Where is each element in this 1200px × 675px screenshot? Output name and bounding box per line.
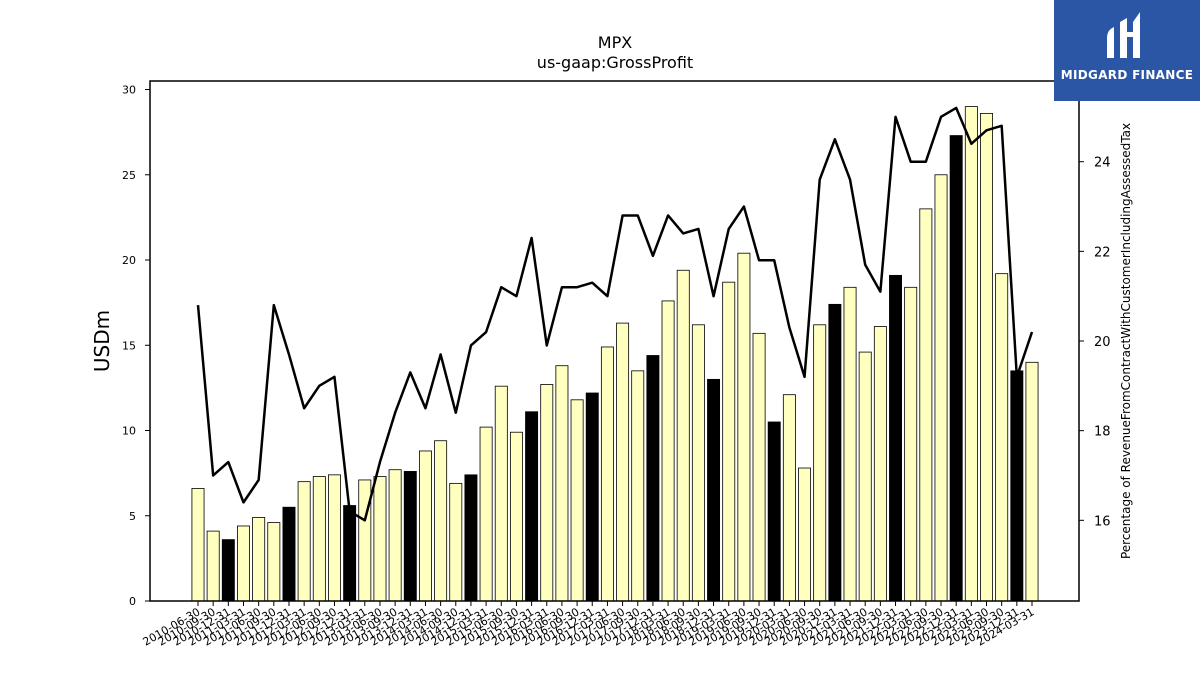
bar-2010-09-30 (206, 530, 220, 602)
bar-2016-03-31 (540, 384, 554, 602)
bar-2013-12-31 (403, 471, 417, 602)
bar-2015-12-31 (525, 411, 539, 602)
bar-2021-09-30 (873, 326, 887, 602)
y-tick-label: 25 (122, 169, 136, 182)
bar-2018-09-30 (691, 324, 705, 602)
bar-2022-06-30 (919, 208, 933, 602)
y-axis-label: USDm (90, 310, 114, 372)
y2-tick-label: 16 (1094, 514, 1111, 529)
y-tick-label: 10 (122, 425, 136, 438)
y-axis-left: 0 5 10 15 20 25 30 (122, 84, 150, 608)
bar-2011-12-31 (282, 506, 296, 602)
y2-axis-label: Percentage of RevenueFromContractWithCus… (1119, 123, 1133, 559)
bar-2015-06-30 (494, 385, 508, 602)
bar-2018-12-31 (707, 378, 721, 602)
bar-2010-06-30 (191, 488, 205, 602)
midgard-finance-logo: MIDGARD FINANCE (1054, 0, 1200, 101)
y2-tick-label: 18 (1094, 425, 1111, 440)
line-group (196, 106, 1034, 522)
bar-2023-12-31 (1010, 370, 1024, 602)
chart-title: MPX (598, 33, 632, 52)
bar-2010-12-31 (221, 539, 235, 602)
bar-2016-06-30 (555, 365, 569, 602)
bar-2023-06-30 (980, 112, 993, 602)
bar-2011-03-31 (237, 525, 250, 602)
bar-2014-06-30 (434, 440, 448, 602)
bar-2020-03-31 (782, 394, 796, 602)
y2-tick-label: 24 (1094, 156, 1111, 171)
bar-2011-09-30 (267, 522, 281, 602)
bar-2013-09-30 (388, 469, 402, 602)
x-axis: 2010-06-302010-09-302010-12-312011-03-31… (141, 601, 1037, 649)
bar-2015-09-30 (509, 431, 523, 602)
y2-tick-label: 22 (1094, 245, 1111, 260)
bar-2017-06-30 (616, 322, 630, 602)
bar-2024-03-31 (1025, 361, 1039, 602)
bar-group (191, 106, 1039, 602)
bar-2019-12-31 (767, 421, 781, 602)
bar-2017-03-31 (600, 346, 614, 602)
bar-2012-06-30 (312, 476, 326, 602)
bar-2019-09-30 (752, 332, 766, 602)
bar-2020-12-31 (828, 303, 842, 602)
chart-subtitle: us-gaap:GrossProfit (537, 53, 693, 72)
bar-2014-09-30 (449, 482, 463, 602)
bar-2018-03-31 (661, 300, 675, 602)
bar-2014-12-31 (464, 474, 478, 602)
bar-2020-09-30 (813, 324, 827, 602)
bar-2013-06-30 (373, 476, 387, 602)
bar-2015-03-31 (479, 426, 493, 602)
bar-2023-09-30 (995, 273, 1009, 602)
bar-2022-12-31 (949, 135, 963, 602)
bar-2016-09-30 (570, 399, 584, 602)
bar-2011-06-30 (252, 517, 266, 602)
bar-2013-03-31 (358, 479, 372, 602)
bar-2018-06-30 (676, 269, 690, 602)
bar-2019-03-31 (722, 281, 736, 602)
logo-mark-icon (1107, 12, 1140, 58)
y-tick-label: 30 (122, 84, 136, 97)
bar-2014-03-31 (418, 450, 432, 602)
y-tick-label: 20 (122, 254, 136, 267)
y-axis-right: 16 18 20 22 24 (1079, 156, 1111, 529)
bar-2022-09-30 (934, 174, 948, 602)
bar-2019-06-30 (737, 252, 751, 602)
bar-2023-03-31 (964, 106, 978, 602)
bar-2016-12-31 (585, 392, 599, 602)
bar-2021-03-31 (843, 286, 857, 602)
bar-2017-09-30 (631, 370, 645, 602)
bar-2012-03-31 (297, 481, 311, 602)
y-tick-label: 5 (129, 510, 136, 523)
y-tick-label: 15 (122, 339, 136, 352)
y2-tick-label: 20 (1094, 335, 1111, 350)
bar-2020-06-30 (798, 467, 812, 602)
percentage-line (196, 106, 1034, 522)
bar-2017-12-31 (646, 355, 660, 602)
bar-2021-06-30 (858, 351, 872, 602)
logo-text: MIDGARD FINANCE (1060, 68, 1194, 82)
bar-2022-03-31 (904, 286, 918, 602)
bar-2012-09-30 (328, 474, 341, 602)
bar-2021-12-31 (889, 274, 902, 602)
y-tick-label: 0 (129, 595, 136, 608)
bar-2012-12-31 (343, 505, 357, 602)
